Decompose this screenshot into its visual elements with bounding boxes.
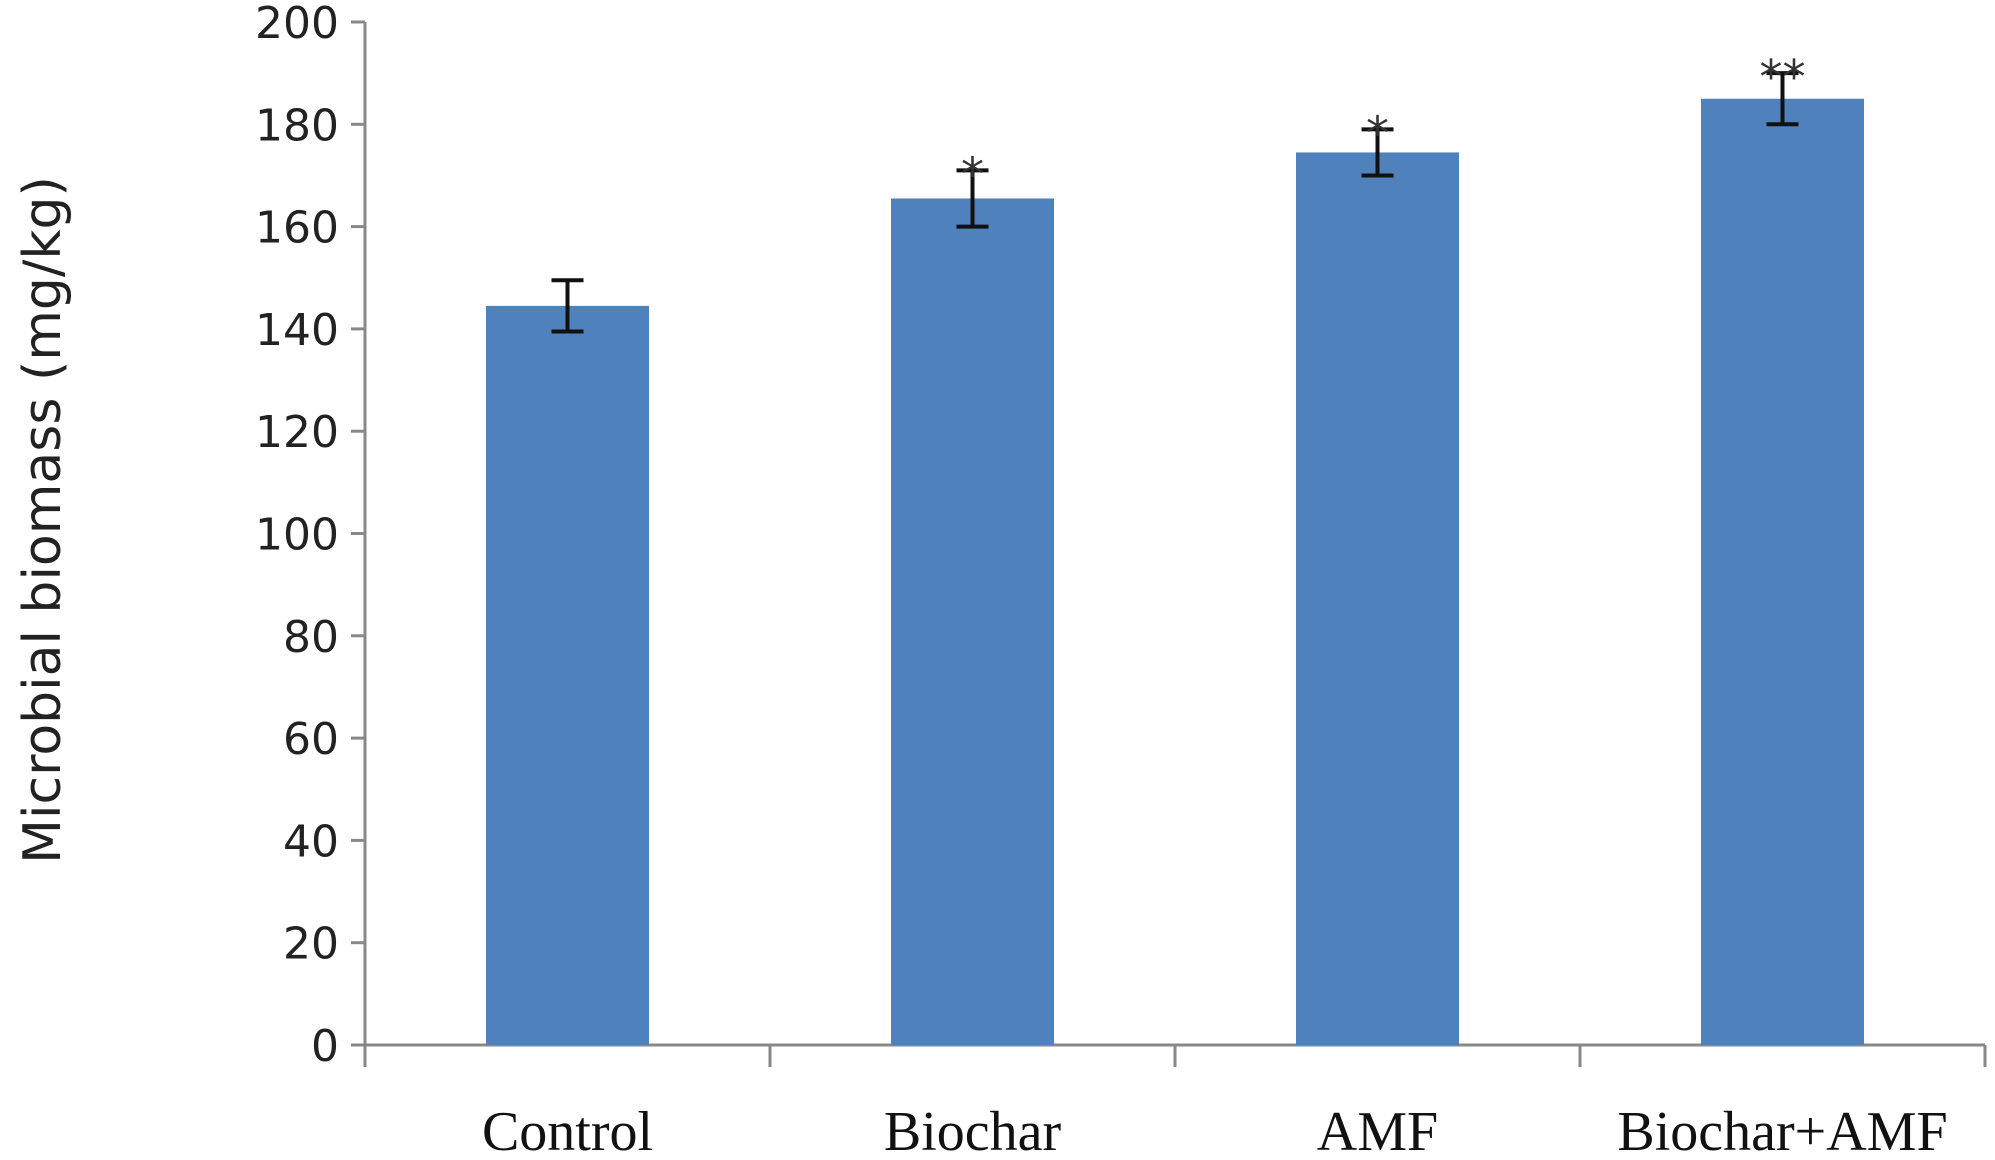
y-tick-label: 180: [255, 100, 339, 151]
error-bar: [1361, 127, 1394, 178]
significance-marker: *: [961, 147, 984, 201]
significance-marker: *: [1366, 106, 1389, 160]
y-tick-label: 160: [255, 203, 339, 254]
significance-markers: ****: [961, 50, 1806, 201]
y-tick-label: 120: [255, 407, 339, 458]
bar-control: [486, 305, 649, 1045]
x-category-label: AMF: [1317, 1101, 1438, 1160]
y-tick-label: 100: [255, 510, 339, 561]
y-tick-label: 60: [283, 714, 339, 765]
x-category-label: Control: [482, 1101, 653, 1160]
error-bar: [1766, 71, 1799, 127]
y-tick-label: 80: [283, 612, 339, 663]
y-tick-label: 40: [283, 816, 339, 867]
bars: [486, 98, 1864, 1046]
error-bar: [551, 278, 584, 334]
x-axis-labels: Control Biochar AMF Biochar+AMF: [363, 1045, 1987, 1160]
y-tick-label: 20: [283, 919, 339, 970]
error-bar: [956, 168, 989, 229]
bar-biochar-amf: [1701, 98, 1864, 1046]
y-axis-ticks: 0 20 40 60 80 100 120 140 160 180 200: [255, 0, 365, 1072]
y-axis-title: Microbial biomass (mg/kg): [13, 176, 73, 864]
error-bars: [551, 71, 1799, 334]
x-category-label: Biochar: [884, 1101, 1062, 1160]
y-tick-label: 140: [255, 305, 339, 356]
bar-biochar: [891, 198, 1054, 1045]
y-tick-label: 0: [311, 1021, 339, 1072]
x-category-label: Biochar+AMF: [1617, 1101, 1947, 1160]
y-tick-label: 200: [255, 0, 339, 49]
bar-amf: [1296, 152, 1459, 1045]
significance-marker: **: [1760, 50, 1806, 104]
